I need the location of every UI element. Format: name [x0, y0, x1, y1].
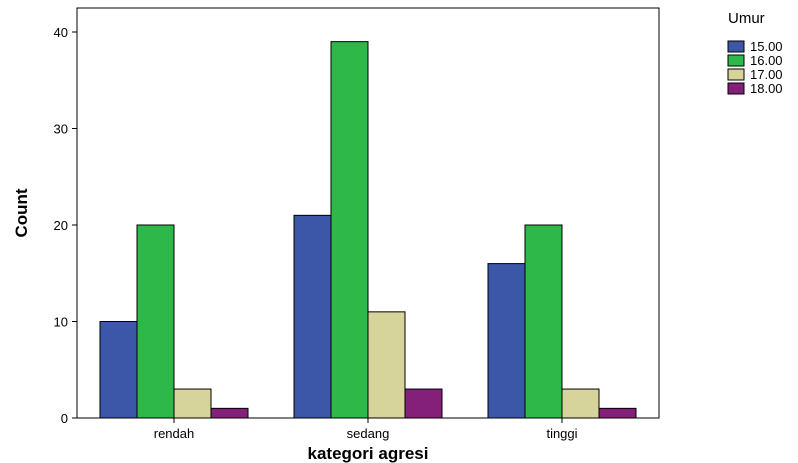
- bar-tinggi-18.00: [598, 407, 637, 419]
- bar-rendah-17.00: [173, 388, 212, 419]
- legend-swatch: [727, 68, 745, 81]
- x-axis-title: kategori agresi: [308, 444, 429, 463]
- y-tick-label: 40: [54, 25, 68, 40]
- x-tick-label: rendah: [154, 426, 194, 441]
- legend-swatch: [727, 82, 745, 95]
- y-tick-label: 20: [54, 218, 68, 233]
- legend-label: 17.00: [750, 67, 783, 82]
- legend-label: 15.00: [750, 39, 783, 54]
- legend-label: 18.00: [750, 81, 783, 96]
- bar-tinggi-15.00: [487, 263, 526, 419]
- bar-sedang-16.00: [330, 41, 369, 419]
- x-tick-label: sedang: [347, 426, 390, 441]
- y-tick-label: 0: [61, 411, 68, 426]
- bar-rendah-18.00: [210, 407, 249, 419]
- x-tick-label: tinggi: [546, 426, 577, 441]
- y-axis-title: Count: [12, 188, 31, 237]
- y-tick-label: 10: [54, 315, 68, 330]
- bars: [99, 41, 637, 419]
- bar-sedang-17.00: [367, 311, 406, 419]
- y-axis: 0 10 20 30 40: [54, 25, 77, 426]
- legend-swatch: [727, 54, 745, 67]
- legend-swatch: [727, 40, 745, 53]
- bar-tinggi-17.00: [561, 388, 600, 419]
- bar-sedang-15.00: [293, 214, 332, 419]
- bar-sedang-18.00: [404, 388, 443, 419]
- y-tick-label: 30: [54, 122, 68, 137]
- bar-rendah-16.00: [136, 224, 175, 419]
- legend-label: 16.00: [750, 53, 783, 68]
- bar-tinggi-16.00: [524, 224, 563, 419]
- legend-title: Umur: [728, 10, 765, 27]
- x-axis: rendah sedang tinggi: [154, 418, 578, 441]
- bar-rendah-15.00: [99, 321, 138, 419]
